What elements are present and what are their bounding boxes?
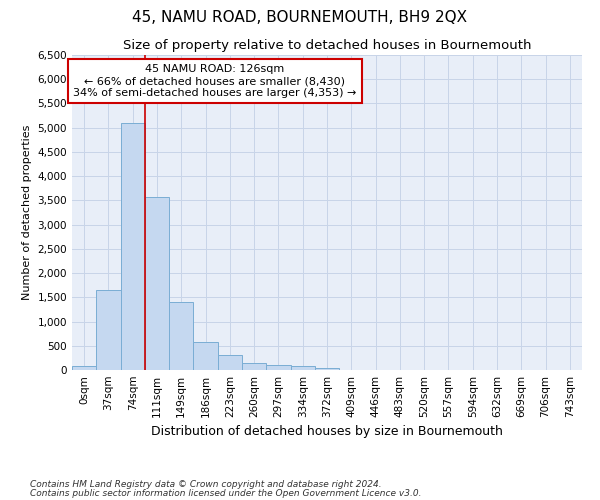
X-axis label: Distribution of detached houses by size in Bournemouth: Distribution of detached houses by size … bbox=[151, 426, 503, 438]
Bar bbox=[169, 302, 193, 370]
Title: Size of property relative to detached houses in Bournemouth: Size of property relative to detached ho… bbox=[123, 40, 531, 52]
Bar bbox=[242, 362, 266, 370]
Text: 45 NAMU ROAD: 126sqm
← 66% of detached houses are smaller (8,430)
34% of semi-de: 45 NAMU ROAD: 126sqm ← 66% of detached h… bbox=[73, 64, 356, 98]
Bar bbox=[121, 123, 145, 370]
Text: 45, NAMU ROAD, BOURNEMOUTH, BH9 2QX: 45, NAMU ROAD, BOURNEMOUTH, BH9 2QX bbox=[133, 10, 467, 25]
Bar bbox=[72, 366, 96, 370]
Text: Contains HM Land Registry data © Crown copyright and database right 2024.: Contains HM Land Registry data © Crown c… bbox=[30, 480, 382, 489]
Y-axis label: Number of detached properties: Number of detached properties bbox=[22, 125, 32, 300]
Bar bbox=[96, 290, 121, 370]
Bar bbox=[193, 342, 218, 370]
Bar bbox=[266, 365, 290, 370]
Bar bbox=[315, 368, 339, 370]
Bar bbox=[290, 366, 315, 370]
Text: Contains public sector information licensed under the Open Government Licence v3: Contains public sector information licen… bbox=[30, 489, 421, 498]
Bar bbox=[218, 356, 242, 370]
Bar bbox=[145, 196, 169, 370]
